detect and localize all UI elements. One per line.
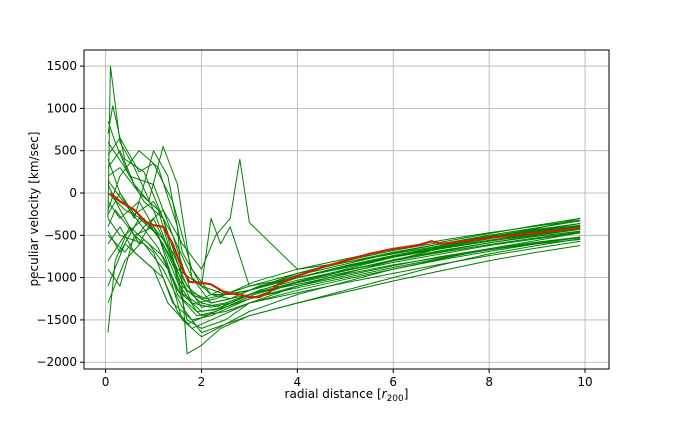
profile-line — [107, 239, 581, 317]
x-axis-label-text: radial distance [ — [285, 387, 382, 401]
x-tick-label: 4 — [294, 375, 302, 389]
profile-line — [107, 201, 581, 317]
mean-profile-line — [109, 192, 581, 299]
y-tick-label: 500 — [54, 144, 77, 158]
profile-line — [107, 217, 581, 312]
x-tick-label: 2 — [198, 375, 206, 389]
axis-ticks: 0 2 4 6 8 10 −2000 −1500 −1000 −500 0 500 1000 1500 — [36, 59, 592, 389]
y-tick-label: 1000 — [46, 101, 77, 115]
profile-line — [107, 218, 581, 334]
x-axis-label-subscript: 200 — [387, 394, 404, 404]
profile-line — [107, 105, 581, 312]
x-tick-label: 6 — [389, 375, 397, 389]
y-tick-label: −1500 — [36, 313, 77, 327]
y-tick-label: 1500 — [46, 59, 77, 73]
x-axis-label: radial distance [r200] — [285, 387, 409, 404]
y-tick-label: −500 — [44, 228, 77, 242]
x-axis-label-suffix: ] — [404, 387, 409, 401]
x-axis-label-symbol: r — [382, 387, 388, 401]
mean-profile — [109, 192, 581, 299]
profile-lines — [107, 65, 581, 355]
x-tick-label: 10 — [577, 375, 592, 389]
profile-line — [107, 65, 581, 329]
x-tick-label: 8 — [485, 375, 493, 389]
y-tick-label: −1000 — [36, 271, 77, 285]
plot-frame — [83, 49, 610, 370]
y-tick-label: −2000 — [36, 355, 77, 369]
profile-line — [107, 180, 581, 304]
profile-line — [107, 137, 581, 295]
y-axis-label: peculiar velocity [km/sec] — [27, 132, 41, 287]
x-tick-label: 0 — [102, 375, 110, 389]
y-tick-label: 0 — [69, 186, 77, 200]
